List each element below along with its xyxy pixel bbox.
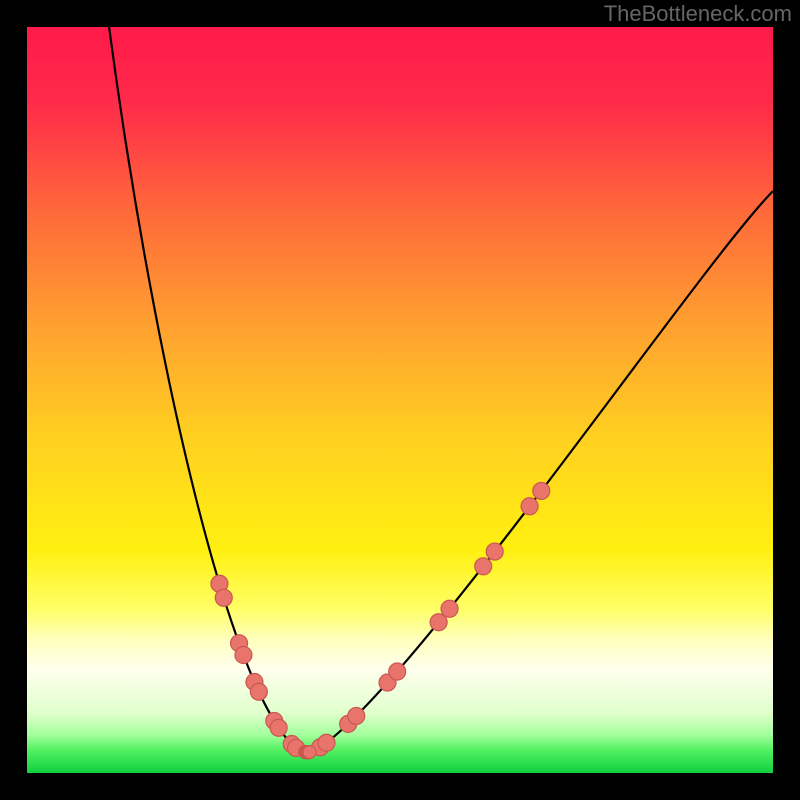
data-point xyxy=(270,719,287,736)
data-point xyxy=(250,683,267,700)
data-point xyxy=(441,600,458,617)
bottleneck-chart: TheBottleneck.com xyxy=(0,0,800,800)
data-point xyxy=(533,482,550,499)
data-point xyxy=(215,589,232,606)
data-point xyxy=(235,647,252,664)
plot-background xyxy=(27,27,773,773)
data-point xyxy=(318,734,335,751)
data-point xyxy=(486,543,503,560)
data-point xyxy=(389,663,406,680)
data-point xyxy=(303,746,316,759)
attribution-text: TheBottleneck.com xyxy=(604,1,792,26)
data-point xyxy=(475,558,492,575)
data-point xyxy=(348,707,365,724)
data-point xyxy=(521,498,538,515)
